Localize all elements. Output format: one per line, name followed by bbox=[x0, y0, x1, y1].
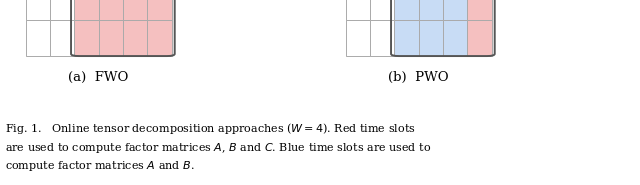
Bar bbox=[419, 20, 443, 56]
Bar bbox=[394, 0, 419, 20]
Bar bbox=[99, 20, 123, 56]
Text: (a)  FWO: (a) FWO bbox=[68, 71, 129, 84]
Bar bbox=[50, 20, 74, 56]
Bar bbox=[443, 0, 467, 20]
Bar bbox=[50, 0, 74, 20]
Bar bbox=[26, 20, 50, 56]
Bar bbox=[370, 20, 394, 56]
Bar bbox=[443, 20, 467, 56]
Bar bbox=[26, 0, 50, 20]
Bar bbox=[467, 0, 492, 20]
Bar bbox=[346, 20, 370, 56]
Bar bbox=[123, 20, 147, 56]
Bar bbox=[370, 0, 394, 20]
Bar bbox=[394, 20, 419, 56]
Bar bbox=[467, 20, 492, 56]
Bar bbox=[74, 20, 99, 56]
Bar bbox=[147, 0, 172, 20]
Bar bbox=[346, 0, 370, 20]
Bar bbox=[123, 0, 147, 20]
Text: (b)  PWO: (b) PWO bbox=[388, 71, 449, 84]
Text: Fig. 1.   Online tensor decomposition approaches ($W = 4$). Red time slots
are u: Fig. 1. Online tensor decomposition appr… bbox=[5, 121, 431, 173]
Bar bbox=[74, 0, 99, 20]
Bar bbox=[99, 0, 123, 20]
Bar bbox=[419, 0, 443, 20]
Bar bbox=[147, 20, 172, 56]
